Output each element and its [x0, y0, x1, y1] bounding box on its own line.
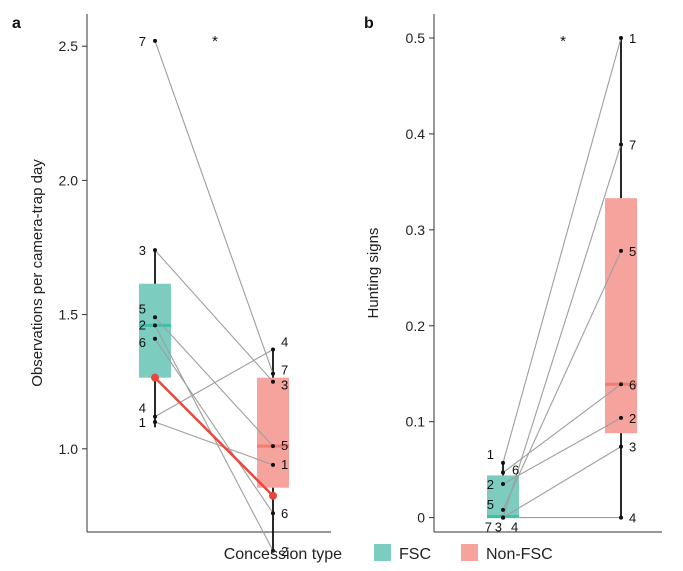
point-fsc — [153, 414, 157, 419]
point-label-nonfsc: 1 — [629, 31, 636, 46]
y-axis-title: Observations per camera-trap day — [29, 159, 46, 387]
point-nonfsc — [271, 379, 275, 384]
point-nonfsc — [269, 491, 277, 500]
point-nonfsc — [619, 515, 623, 520]
y-tick-label: 0 — [417, 510, 425, 526]
pair-line — [154, 421, 274, 466]
point-fsc — [501, 507, 505, 512]
y-tick-label: 2.0 — [59, 172, 79, 188]
point-label-fsc: 4 — [511, 520, 518, 535]
pair-line — [154, 249, 274, 383]
point-nonfsc — [619, 248, 623, 253]
legend-label: Non-FSC — [486, 546, 553, 563]
point-label-fsc: 1 — [139, 415, 146, 430]
legend-label: FSC — [399, 546, 431, 563]
point-nonfsc — [619, 444, 623, 449]
point-label-fsc: 4 — [139, 401, 146, 416]
point-label-nonfsc: 2 — [629, 411, 636, 426]
point-label-nonfsc: 6 — [281, 506, 288, 521]
point-nonfsc — [619, 415, 623, 420]
point-fsc — [501, 460, 505, 465]
y-tick-label: 0.3 — [406, 222, 426, 238]
point-label-nonfsc: 2 — [281, 544, 288, 559]
pair-line — [502, 250, 622, 511]
y-tick-label: 0.4 — [406, 126, 426, 142]
point-label-fsc: 6 — [512, 463, 519, 478]
y-tick-label: 0.5 — [406, 30, 426, 46]
significance-star: * — [560, 33, 566, 50]
point-label-nonfsc: 5 — [629, 244, 636, 259]
point-fsc — [151, 373, 159, 382]
point-label-nonfsc: 3 — [281, 378, 288, 393]
pair-line — [502, 417, 622, 485]
point-fsc — [153, 248, 157, 253]
legend: Concession type FSC Non-FSC — [224, 544, 553, 563]
point-label-fsc: 5 — [139, 301, 146, 316]
point-nonfsc — [271, 548, 275, 553]
point-nonfsc — [271, 444, 275, 449]
box-fsc — [139, 283, 171, 378]
y-tick-label: 2.5 — [59, 38, 79, 54]
point-fsc — [501, 470, 505, 475]
point-nonfsc — [271, 371, 275, 376]
point-fsc — [153, 419, 157, 424]
point-fsc — [153, 336, 157, 341]
point-fsc — [501, 482, 505, 487]
point-label-fsc: 2 — [487, 477, 494, 492]
point-nonfsc — [271, 347, 275, 352]
point-fsc — [501, 515, 505, 520]
point-nonfsc — [619, 35, 623, 40]
point-nonfsc — [619, 382, 623, 387]
y-tick-label: 0.1 — [406, 414, 426, 430]
point-label-fsc: 2 — [139, 317, 146, 332]
pair-line — [502, 37, 622, 464]
point-label-nonfsc: 1 — [281, 457, 288, 472]
legend-swatch — [461, 544, 478, 561]
point-fsc — [153, 315, 157, 320]
y-tick-label: 1.0 — [59, 441, 79, 457]
legend-swatch — [374, 544, 391, 561]
significance-star: * — [212, 33, 218, 50]
point-label-fsc: 5 — [487, 497, 494, 512]
point-label-fsc: 6 — [139, 335, 146, 350]
point-nonfsc — [271, 511, 275, 516]
y-axis-title: Hunting signs — [365, 228, 382, 319]
point-label-fsc: 1 — [487, 447, 494, 462]
pair-line — [154, 316, 274, 447]
legend-title: Concession type — [224, 546, 342, 563]
box-non-fsc — [257, 377, 289, 488]
point-label-nonfsc: 4 — [281, 334, 288, 349]
point-fsc — [153, 323, 157, 328]
point-fsc — [153, 38, 157, 43]
point-label-fsc: 7 — [485, 520, 492, 535]
y-tick-label: 1.5 — [59, 307, 79, 323]
box-non-fsc — [605, 198, 637, 434]
y-tick-label: 0.2 — [406, 318, 426, 334]
pair-line — [502, 446, 622, 519]
pair-line — [154, 349, 274, 418]
point-label-nonfsc: 5 — [281, 438, 288, 453]
panel-letter: b — [364, 15, 374, 32]
point-label-nonfsc: 4 — [629, 511, 636, 526]
point-label-nonfsc: 6 — [629, 377, 636, 392]
point-label-fsc: 7 — [139, 34, 146, 49]
panel-letter: a — [12, 15, 21, 32]
point-nonfsc — [619, 142, 623, 147]
point-label-fsc: 3 — [139, 243, 146, 258]
point-nonfsc — [271, 462, 275, 467]
pair-line — [154, 40, 274, 374]
pair-line — [502, 383, 622, 473]
pair-line — [502, 144, 622, 518]
point-label-fsc: 3 — [495, 520, 502, 535]
pair-line — [154, 338, 274, 514]
panel-a: 1.0 1.5 2.0 2.5 Observations per camera-trap… — [12, 14, 331, 559]
point-label-nonfsc: 3 — [629, 440, 636, 455]
highlight-pair-line — [154, 376, 274, 497]
point-label-nonfsc: 7 — [629, 137, 636, 152]
point-label-nonfsc: 7 — [281, 363, 288, 378]
